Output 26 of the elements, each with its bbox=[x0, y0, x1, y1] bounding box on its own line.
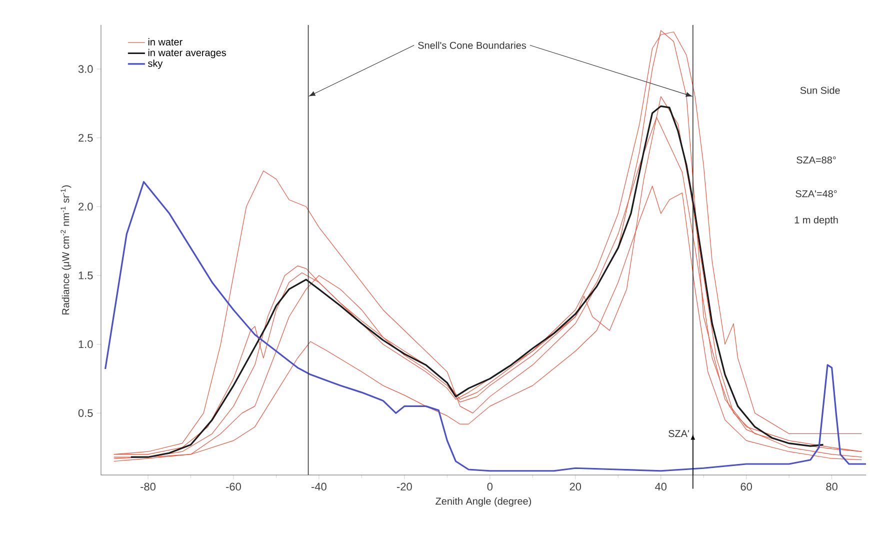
legend-label: in water bbox=[148, 38, 182, 46]
annotation: SZA' bbox=[668, 430, 689, 438]
annotation: 1 m depth bbox=[794, 216, 838, 226]
y-axis-title: Radiance (μW cm$^{-2}$ nm$^{-1}$ sr$^{-1}$) bbox=[60, 185, 72, 314]
legend-label: sky bbox=[148, 60, 163, 69]
annotation: Snell's Cone Boundaries bbox=[418, 42, 526, 49]
annotation: SZA=88° bbox=[796, 156, 836, 164]
x-tick-label: -60 bbox=[226, 482, 241, 491]
x-tick-label: 20 bbox=[570, 482, 582, 491]
x-tick-label: -40 bbox=[312, 482, 326, 491]
x-tick-label: -80 bbox=[140, 482, 156, 491]
y-tick-label: 0.5 bbox=[78, 409, 93, 417]
x-tick-label: -20 bbox=[397, 482, 412, 491]
y-tick-label: 2.0 bbox=[78, 202, 93, 211]
x-axis-title: Zenith Angle (degree) bbox=[436, 497, 532, 507]
annotation: Sun Side bbox=[800, 86, 840, 94]
legend-label: in water averages bbox=[148, 48, 226, 58]
annotation: SZA'=48° bbox=[796, 190, 837, 198]
y-tick-label: 2.5 bbox=[78, 134, 93, 142]
x-tick-label: 40 bbox=[655, 482, 667, 491]
x-tick-label: 60 bbox=[740, 482, 752, 491]
y-tick-label: 1.0 bbox=[78, 340, 93, 348]
x-tick-label: 80 bbox=[826, 482, 838, 491]
x-tick-label: 0 bbox=[487, 482, 493, 491]
y-tick-label: 3.0 bbox=[78, 65, 93, 73]
y-tick-label: 1.5 bbox=[78, 272, 93, 280]
